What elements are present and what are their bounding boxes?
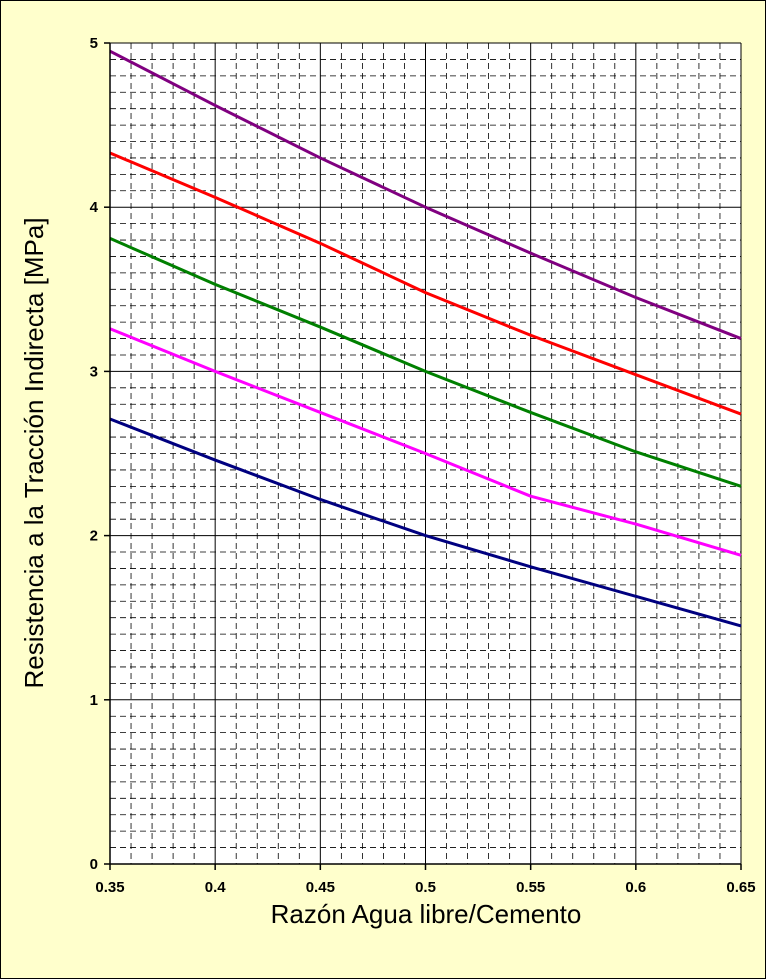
y-tick-label: 3 bbox=[90, 363, 98, 380]
y-tick-label: 1 bbox=[90, 692, 98, 709]
series-line-3 bbox=[109, 237, 742, 488]
y-tick-label: 2 bbox=[90, 528, 98, 545]
y-tick-label: 4 bbox=[90, 199, 99, 216]
y-tick-label: 0 bbox=[90, 856, 98, 873]
y-tick-label: 5 bbox=[90, 35, 98, 52]
x-tick-label: 0.55 bbox=[516, 879, 545, 896]
series-line-5 bbox=[109, 417, 742, 628]
x-tick-label: 0.35 bbox=[95, 879, 124, 896]
x-tick-label: 0.6 bbox=[625, 879, 646, 896]
x-tick-label: 0.4 bbox=[205, 879, 227, 896]
y-axis-title: Resistencia a la Tracción Indirecta [MPa… bbox=[19, 217, 49, 688]
series-line-1 bbox=[109, 49, 742, 340]
x-tick-label: 0.5 bbox=[415, 879, 436, 896]
series-layer bbox=[109, 49, 742, 628]
x-tick-label: 0.45 bbox=[306, 879, 335, 896]
x-axis-title: Razón Agua libre/Cemento bbox=[271, 899, 582, 929]
tick-labels: 0.35 0.4 0.45 0.5 0.55 0.6 0.65 0 1 2 3 4 5 bbox=[90, 35, 756, 896]
x-tick-label: 0.65 bbox=[726, 879, 755, 896]
axis-layer bbox=[104, 42, 742, 870]
series-line-4 bbox=[109, 327, 742, 557]
series-line-2 bbox=[109, 151, 742, 416]
